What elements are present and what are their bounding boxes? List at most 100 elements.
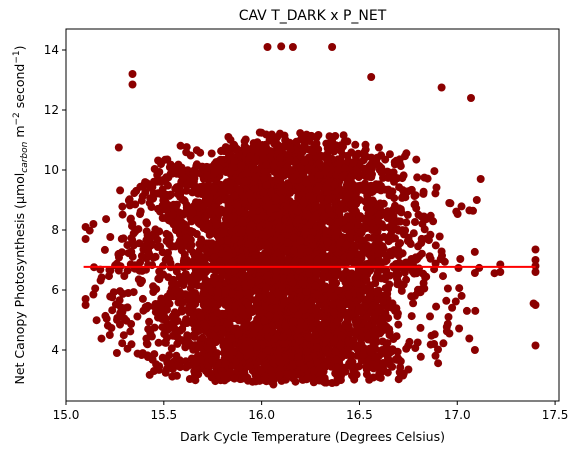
scatter-point bbox=[153, 243, 162, 251]
scatter-point bbox=[189, 345, 198, 354]
scatter-point bbox=[419, 187, 428, 196]
scatter-point bbox=[276, 182, 285, 191]
scatter-point bbox=[339, 142, 347, 151]
scatter-point bbox=[353, 197, 362, 206]
scatter-point bbox=[120, 304, 129, 313]
scatter-point bbox=[308, 228, 317, 237]
scatter-point bbox=[321, 284, 329, 293]
scatter-point bbox=[149, 288, 158, 296]
scatter-point bbox=[396, 363, 405, 372]
scatter-point bbox=[455, 324, 464, 333]
scatter-point bbox=[227, 220, 236, 229]
scatter-point bbox=[147, 241, 155, 250]
scatter-point bbox=[177, 246, 186, 255]
scatter-point bbox=[157, 294, 166, 303]
scatter-point bbox=[168, 372, 177, 381]
scatter-point bbox=[152, 360, 161, 369]
scatter-point bbox=[314, 182, 323, 191]
scatter-point bbox=[299, 198, 308, 207]
scatter-point bbox=[383, 214, 392, 222]
scatter-point bbox=[282, 266, 291, 275]
scatter-point bbox=[254, 292, 263, 301]
scatter-point bbox=[270, 139, 278, 148]
scatter-point bbox=[396, 217, 405, 226]
scatter-point bbox=[236, 290, 245, 299]
scatter-point bbox=[367, 219, 376, 228]
scatter-point bbox=[257, 148, 266, 157]
scatter-point bbox=[411, 344, 420, 352]
scatter-point bbox=[313, 358, 322, 367]
scatter-point bbox=[133, 312, 142, 321]
scatter-point bbox=[312, 290, 321, 299]
scatter-point bbox=[423, 174, 432, 183]
scatter-point bbox=[469, 206, 477, 215]
scatter-point bbox=[357, 227, 366, 235]
scatter-point bbox=[280, 339, 289, 348]
scatter-point bbox=[432, 183, 441, 192]
scatter-point bbox=[427, 331, 436, 340]
scatter-point bbox=[218, 188, 227, 197]
scatter-point bbox=[319, 377, 328, 386]
scatter-point bbox=[323, 237, 332, 246]
scatter-point bbox=[227, 258, 236, 267]
scatter-point bbox=[377, 168, 386, 177]
scatter-point bbox=[150, 323, 159, 332]
scatter-point bbox=[437, 247, 446, 256]
scatter-point bbox=[264, 346, 272, 355]
scatter-point bbox=[272, 313, 281, 322]
scatter-point bbox=[176, 141, 185, 150]
scatter-point bbox=[212, 349, 221, 358]
scatter-point bbox=[305, 333, 314, 342]
scatter-point bbox=[411, 218, 419, 226]
scatter-point bbox=[381, 313, 390, 322]
scatter-point bbox=[414, 242, 423, 251]
scatter-point bbox=[308, 297, 317, 306]
scatter-point bbox=[283, 238, 292, 247]
scatter-point bbox=[152, 177, 161, 186]
scatter-point bbox=[160, 204, 169, 212]
scatter-point bbox=[182, 316, 190, 325]
scatter-point bbox=[143, 219, 151, 228]
scatter-point bbox=[163, 155, 172, 164]
scatter-point bbox=[333, 374, 342, 383]
scatter-point bbox=[347, 173, 356, 182]
scatter-point bbox=[381, 275, 389, 284]
scatter-point bbox=[172, 183, 181, 192]
scatter-point bbox=[385, 328, 394, 337]
scatter-point bbox=[471, 306, 480, 315]
scatter-point bbox=[345, 190, 354, 199]
scatter-point bbox=[338, 172, 347, 181]
scatter-point bbox=[398, 193, 406, 202]
scatter-point bbox=[431, 351, 440, 360]
scatter-point bbox=[384, 185, 393, 194]
scatter-point bbox=[363, 313, 372, 322]
scatter-point bbox=[137, 196, 146, 205]
scatter-point bbox=[426, 312, 434, 321]
scatter-point bbox=[196, 187, 205, 196]
scatter-point bbox=[324, 195, 333, 204]
scatter-point bbox=[191, 250, 200, 259]
scatter-point bbox=[203, 266, 212, 275]
scatter-point bbox=[230, 157, 239, 166]
scatter-point bbox=[403, 210, 412, 219]
scatter-point bbox=[168, 324, 177, 333]
scatter-point bbox=[382, 266, 391, 275]
scatter-point bbox=[214, 207, 223, 216]
scatter-point bbox=[261, 302, 270, 311]
scatter-point bbox=[401, 226, 410, 235]
scatter-point bbox=[126, 215, 135, 224]
scatter-point bbox=[162, 190, 171, 199]
scatter-point bbox=[347, 200, 356, 209]
scatter-point bbox=[105, 331, 114, 339]
scatter-point bbox=[248, 146, 257, 154]
scatter-point bbox=[393, 274, 401, 283]
scatter-point bbox=[228, 289, 237, 298]
scatter-point bbox=[343, 311, 352, 320]
scatter-point bbox=[285, 370, 294, 378]
scatter-point bbox=[383, 207, 392, 216]
scatter-point bbox=[392, 249, 400, 258]
scatter-point bbox=[388, 345, 397, 354]
scatter-point bbox=[118, 202, 127, 211]
scatter-point bbox=[230, 192, 239, 201]
scatter-point bbox=[183, 306, 192, 315]
